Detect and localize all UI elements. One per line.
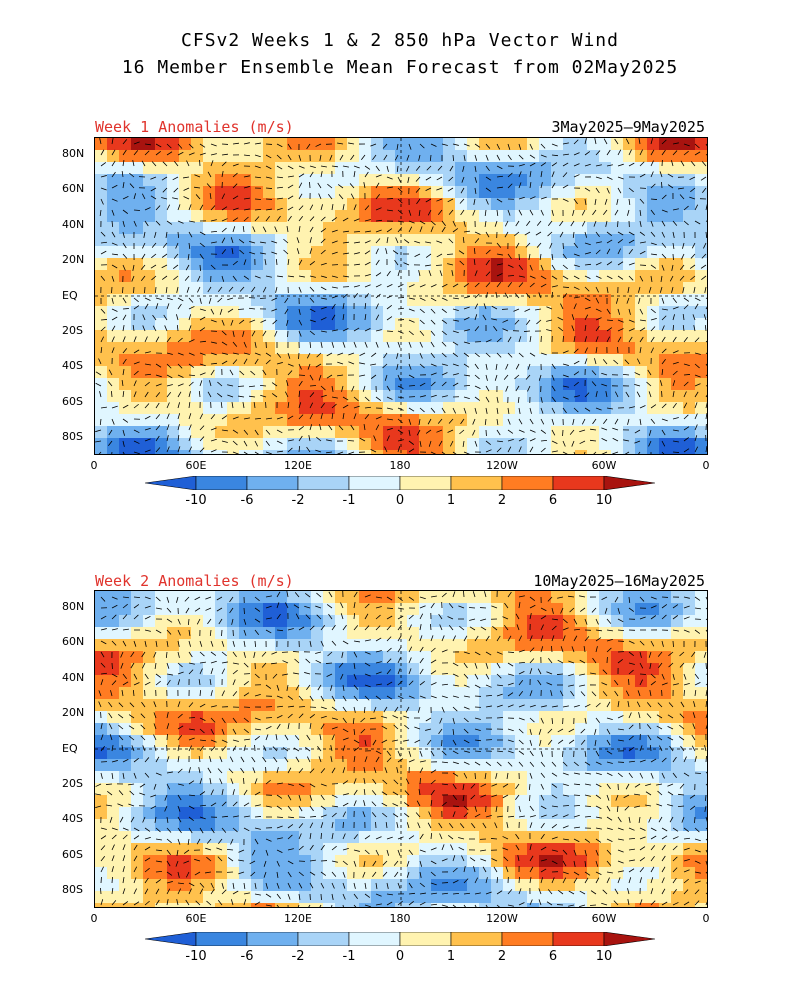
colorbar-label: -2 — [291, 949, 305, 964]
lat-tick-label: 80S — [62, 883, 83, 897]
colorbar-label: 0 — [395, 493, 405, 508]
colorbar-swatch — [195, 932, 248, 946]
colorbar-label: -1 — [342, 949, 356, 964]
colorbar-swatch — [348, 476, 401, 490]
lat-tick-label: 80S — [62, 430, 83, 444]
colorbar-swatch — [552, 932, 605, 946]
lon-tick-label: 120E — [284, 912, 312, 925]
colorbar-label: -6 — [240, 493, 254, 508]
colorbar-label: 1 — [446, 493, 456, 508]
colorbar-label: 2 — [497, 949, 507, 964]
lon-tick-label: 0 — [702, 459, 710, 472]
colorbar-label: -2 — [291, 493, 305, 508]
colorbar-swatch — [501, 476, 554, 490]
lon-tick-label: 0 — [90, 912, 98, 925]
lon-tick-label: 0 — [90, 459, 98, 472]
figure-title-line1: CFSv2 Weeks 1 & 2 850 hPa Vector Wind — [181, 30, 619, 51]
colorbar-swatch — [297, 476, 350, 490]
colorbar-label: 2 — [497, 493, 507, 508]
week2-map — [94, 590, 708, 908]
lon-tick-label: 120W — [486, 912, 518, 925]
lat-tick-label: 40S — [62, 812, 83, 826]
lat-tick-label: 40S — [62, 359, 83, 373]
colorbar-label: 6 — [548, 949, 558, 964]
lon-tick-label: 180 — [389, 912, 411, 925]
colorbar-label: 10 — [595, 493, 613, 508]
colorbar-swatch — [603, 932, 655, 946]
lon-tick-label: 60E — [185, 459, 207, 472]
week2-dates: 10May2025–16May2025 — [533, 572, 705, 590]
colorbar-swatch — [501, 932, 554, 946]
lat-tick-label: EQ — [62, 741, 78, 755]
colorbar-label: -10 — [185, 493, 207, 508]
lon-tick-label: 60W — [591, 912, 617, 925]
week1-map — [94, 137, 708, 455]
lon-tick-label: 120W — [486, 459, 518, 472]
lon-tick-label: 0 — [702, 912, 710, 925]
colorbar-swatch — [297, 932, 350, 946]
colorbar-swatch — [450, 932, 503, 946]
week2-anomaly-field — [95, 591, 707, 907]
week2-colorbar — [145, 932, 655, 946]
lat-tick-label: 20N — [62, 253, 85, 267]
colorbar-label: -6 — [240, 949, 254, 964]
lat-tick-label: 60S — [62, 847, 83, 861]
lat-tick-label: 40N — [62, 217, 85, 231]
colorbar-swatch — [246, 476, 299, 490]
colorbar-label: -10 — [185, 949, 207, 964]
colorbar-swatch — [399, 476, 452, 490]
colorbar-swatch — [145, 932, 197, 946]
lat-tick-label: 60N — [62, 635, 85, 649]
lat-tick-label: 60S — [62, 394, 83, 408]
lon-tick-label: 180 — [389, 459, 411, 472]
lat-tick-label: EQ — [62, 288, 78, 302]
lat-tick-label: 20S — [62, 777, 83, 790]
lat-tick-label: 80N — [62, 600, 85, 613]
week1-anomaly-field — [95, 138, 707, 454]
colorbar-swatch — [603, 476, 655, 490]
colorbar-swatch — [145, 476, 197, 490]
colorbar-swatch — [195, 476, 248, 490]
lon-tick-label: 120E — [284, 459, 312, 472]
lat-tick-label: 80N — [62, 147, 85, 160]
lon-tick-label: 60W — [591, 459, 617, 472]
colorbar-swatch — [552, 476, 605, 490]
lat-tick-label: 40N — [62, 670, 85, 684]
colorbar-swatch — [246, 932, 299, 946]
colorbar-label: 0 — [395, 949, 405, 964]
lat-tick-label: 20N — [62, 706, 85, 720]
colorbar-swatch — [348, 932, 401, 946]
colorbar-label: 10 — [595, 949, 613, 964]
week1-label: Week 1 Anomalies (m/s) — [95, 118, 294, 136]
lat-tick-label: 60N — [62, 182, 85, 196]
week2-label: Week 2 Anomalies (m/s) — [95, 572, 294, 590]
lat-tick-label: 20S — [62, 324, 83, 337]
week1-colorbar — [145, 476, 655, 490]
colorbar-label: -1 — [342, 493, 356, 508]
colorbar-swatch — [450, 476, 503, 490]
lon-tick-label: 60E — [185, 912, 207, 925]
colorbar-label: 6 — [548, 493, 558, 508]
colorbar-swatch — [399, 932, 452, 946]
colorbar-label: 1 — [446, 949, 456, 964]
figure-title-line2: 16 Member Ensemble Mean Forecast from 02… — [121, 57, 679, 78]
week1-dates: 3May2025–9May2025 — [551, 118, 705, 136]
